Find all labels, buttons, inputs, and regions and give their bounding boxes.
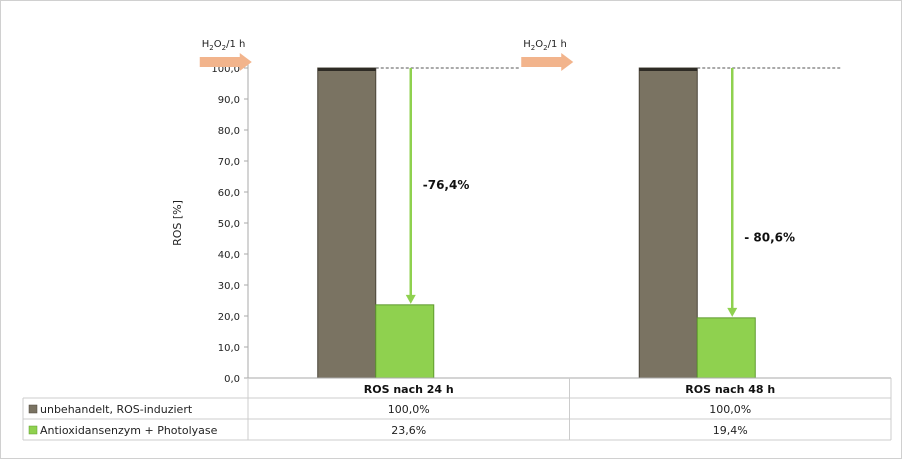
treatment-label: H2O2/1 h (523, 39, 567, 52)
y-tick-label: 60,0 (218, 188, 240, 199)
reduction-annotation: - 80,6% (744, 231, 795, 245)
category-label: ROS nach 48 h (685, 383, 775, 396)
y-tick-label: 10,0 (218, 343, 240, 354)
y-tick-label: 100,0 (211, 64, 240, 75)
table-value: 100,0% (709, 403, 751, 416)
y-tick-label: 40,0 (218, 250, 240, 261)
y-axis-label: ROS [%] (171, 200, 184, 246)
bar-untreated (317, 67, 377, 379)
treatment-arrow (521, 53, 574, 71)
bar-treated (696, 317, 756, 379)
y-tick-label: 50,0 (218, 219, 240, 230)
y-tick-label: 0,0 (224, 374, 240, 385)
legend-label: Antioxidansenzym + Photolyase (40, 424, 218, 437)
bar-top-edge (317, 68, 376, 71)
legend-label: unbehandelt, ROS-induziert (40, 403, 193, 416)
treatment-label: H2O2/1 h (202, 39, 246, 52)
y-tick-label: 30,0 (218, 281, 240, 292)
reduction-arrow-head (727, 307, 738, 317)
category-label: ROS nach 24 h (364, 383, 454, 396)
y-tick-label: 70,0 (218, 157, 240, 168)
legend-key (28, 425, 38, 435)
y-tick-label: 80,0 (218, 126, 240, 137)
reduction-annotation: -76,4% (423, 178, 470, 192)
y-tick-label: 20,0 (218, 312, 240, 323)
treatment-arrow (199, 53, 252, 71)
reduction-arrow-head (405, 294, 416, 304)
bar-top-edge (639, 68, 698, 71)
bar-untreated (638, 67, 698, 379)
table-value: 23,6% (391, 424, 426, 437)
legend-key (28, 404, 38, 414)
table-value: 100,0% (388, 403, 430, 416)
y-tick-label: 90,0 (218, 95, 240, 106)
bar-treated (375, 304, 435, 379)
table-value: 19,4% (713, 424, 748, 437)
